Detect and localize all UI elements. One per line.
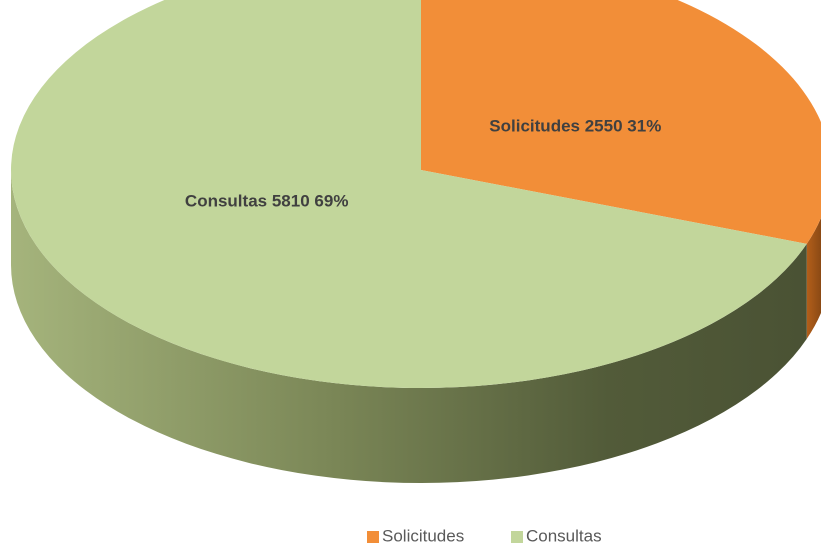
- legend-swatch: [367, 531, 379, 543]
- pie-slice: [11, 0, 807, 388]
- legend-label: Consultas: [526, 526, 602, 545]
- pie-side: [806, 217, 821, 339]
- pie-side: [11, 170, 807, 484]
- data-label: Solicitudes 2550 31%: [489, 117, 661, 136]
- label-category: Solicitudes: [489, 117, 580, 136]
- data-label: Consultas 5810 69%: [185, 192, 349, 211]
- legend-label: Solicitudes: [382, 526, 464, 545]
- label-value: 5810: [272, 192, 310, 211]
- pie-slice: [421, 0, 821, 244]
- label-percent: 31%: [627, 117, 661, 136]
- label-value: 2550: [585, 117, 623, 136]
- label-percent: 69%: [314, 192, 348, 211]
- legend-swatch: [511, 531, 523, 543]
- label-category: Consultas: [185, 192, 267, 211]
